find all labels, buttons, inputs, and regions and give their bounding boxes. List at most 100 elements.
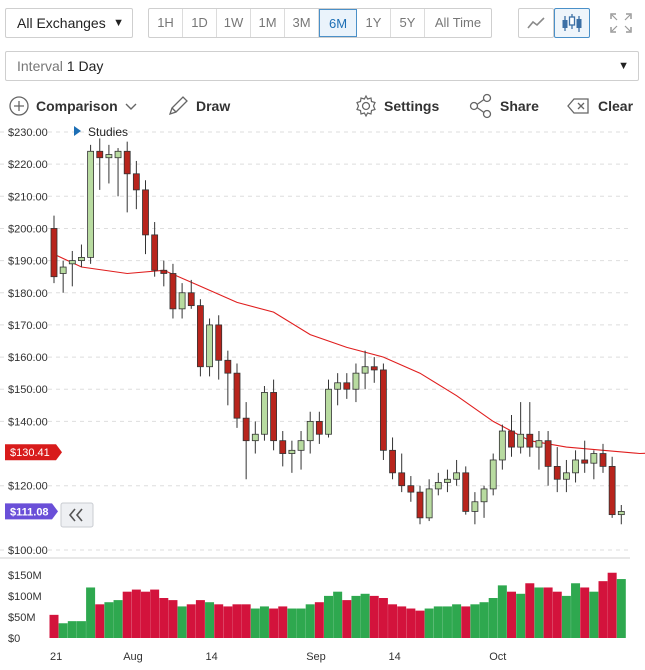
candle-body xyxy=(471,501,479,512)
chart-actions: Comparison Draw Settings Share Cl xyxy=(0,92,645,120)
candle xyxy=(123,141,131,213)
price-tick-label: $170.00 xyxy=(8,320,48,332)
candle-body xyxy=(370,366,378,371)
candle xyxy=(480,485,488,518)
comparison-label: Comparison xyxy=(36,98,118,114)
volume-bar xyxy=(525,583,535,638)
last-price-value: $111.08 xyxy=(10,506,49,518)
pencil-icon xyxy=(168,96,188,116)
candle xyxy=(114,148,122,197)
moving-average-badge: $130.41 xyxy=(5,444,62,461)
candle xyxy=(553,447,561,493)
candlestick-chart-button[interactable] xyxy=(554,8,590,38)
range-button-1w[interactable]: 1W xyxy=(217,9,251,37)
chart-toolbar: All Exchanges ▼ 1H 1D 1W 1M 3M 6M 1Y 5Y All Time xyxy=(0,0,645,50)
candlestick-series xyxy=(50,138,625,525)
candle xyxy=(407,476,415,502)
candle xyxy=(471,492,479,525)
exchange-select[interactable]: All Exchanges ▼ xyxy=(5,8,133,38)
volume-bar xyxy=(580,587,590,638)
candle-body xyxy=(489,459,497,490)
volume-tick-label: $100M xyxy=(8,591,42,603)
price-tick-label: $150.00 xyxy=(8,384,48,396)
share-icon xyxy=(469,93,492,119)
volume-bar xyxy=(67,621,77,638)
chevron-down-icon xyxy=(125,103,137,110)
volume-bar xyxy=(150,589,160,638)
candle xyxy=(306,411,314,454)
share-label: Share xyxy=(500,98,539,114)
candle xyxy=(590,450,598,480)
candle xyxy=(288,440,296,473)
candle-body xyxy=(325,388,332,435)
candle xyxy=(361,350,369,390)
settings-button[interactable]: Settings xyxy=(354,92,439,120)
price-tick-label: $190.00 xyxy=(8,256,48,268)
range-button-6m[interactable]: 6M xyxy=(319,9,357,37)
candle xyxy=(544,431,552,486)
candle-body xyxy=(215,324,223,361)
date-tick-label: 14 xyxy=(206,651,218,663)
candle-body xyxy=(288,449,296,454)
moving-average-value: $130.41 xyxy=(10,447,50,459)
candle xyxy=(224,350,232,406)
candle-body xyxy=(78,256,85,262)
candle xyxy=(370,357,378,383)
date-tick-label: 14 xyxy=(389,651,401,663)
candle xyxy=(206,318,213,377)
range-button-1y[interactable]: 1Y xyxy=(357,9,391,37)
clear-button[interactable]: Clear xyxy=(566,92,633,120)
candle xyxy=(535,431,543,470)
volume-bar xyxy=(452,604,462,638)
candle xyxy=(581,440,589,473)
volume-bar xyxy=(598,581,608,638)
volume-bar xyxy=(214,604,224,638)
clear-icon xyxy=(567,98,589,114)
candle-body xyxy=(50,228,58,278)
candle xyxy=(416,485,424,525)
candle-body xyxy=(251,433,259,442)
candle-body xyxy=(187,292,195,307)
range-button-1m[interactable]: 1M xyxy=(251,9,285,37)
candle-body xyxy=(434,482,442,490)
fullscreen-icon xyxy=(610,13,632,33)
volume-bar xyxy=(507,591,516,638)
line-chart-icon xyxy=(527,17,545,29)
range-button-5y[interactable]: 5Y xyxy=(391,9,425,37)
candle-body xyxy=(444,478,451,483)
candle xyxy=(242,402,250,480)
scroll-to-latest-button[interactable] xyxy=(60,502,94,528)
clear-label: Clear xyxy=(598,98,634,114)
price-chart[interactable]: $230.00 $220.00 $210.00 $200.00 $190.00 $180.… xyxy=(0,122,645,670)
line-chart-button[interactable] xyxy=(518,8,554,38)
share-button[interactable]: Share xyxy=(468,92,539,120)
interval-select[interactable]: Interval 1 Day ▼ xyxy=(5,51,639,81)
candle xyxy=(196,299,204,377)
range-button-1d[interactable]: 1D xyxy=(183,9,217,37)
volume-bar xyxy=(607,572,617,638)
studies-toggle[interactable]: Studies xyxy=(74,125,128,139)
candle xyxy=(489,453,497,496)
candle-body xyxy=(160,269,168,274)
candle xyxy=(572,450,579,483)
candle-body xyxy=(544,440,552,467)
candle xyxy=(563,459,570,493)
candlestick-chart-icon xyxy=(562,14,582,32)
draw-button[interactable]: Draw xyxy=(166,92,230,120)
candle-body xyxy=(261,392,268,435)
range-button-all-time[interactable]: All Time xyxy=(434,15,482,30)
range-button-1h[interactable]: 1H xyxy=(149,9,183,37)
comparison-button[interactable]: Comparison xyxy=(8,92,138,120)
candle-body xyxy=(453,472,461,480)
volume-bar xyxy=(351,595,361,638)
candle-body xyxy=(553,465,561,480)
fullscreen-button[interactable] xyxy=(603,8,639,38)
range-button-3m[interactable]: 3M xyxy=(285,9,319,37)
date-tick-label: Sep xyxy=(306,651,326,663)
volume-bar xyxy=(461,606,471,638)
volume-bar xyxy=(278,606,288,638)
candle xyxy=(169,263,177,319)
volume-bar xyxy=(552,591,562,638)
volume-bar xyxy=(177,606,187,638)
volume-axis-labels: $150M $100M $50M $0 xyxy=(8,570,42,645)
